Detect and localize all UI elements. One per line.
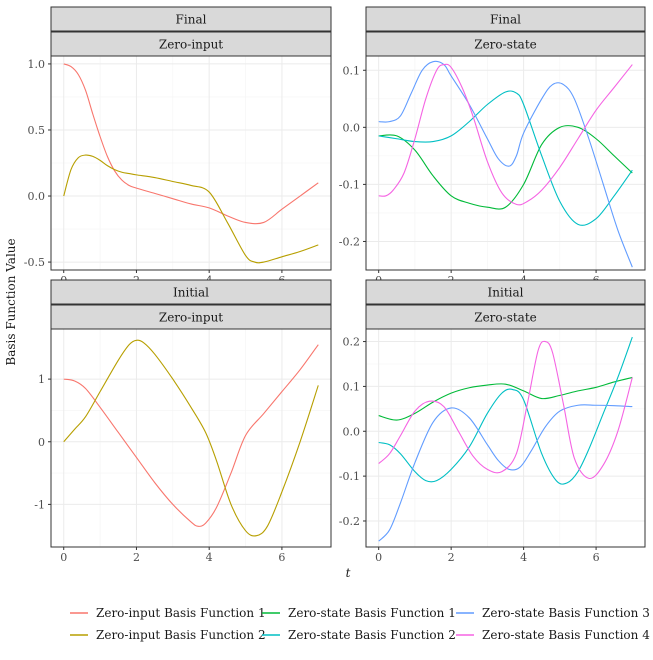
y-tick-label: 0 — [38, 436, 45, 449]
strip-top-label: Initial — [173, 286, 209, 300]
legend-item-zs1: Zero-state Basis Function 1 — [262, 606, 456, 620]
legend-label-zs1: Zero-state Basis Function 1 — [288, 606, 456, 620]
strip-top-label: Initial — [488, 286, 524, 300]
series-line-zs3 — [378, 404, 633, 542]
series-line-zs4 — [378, 340, 633, 479]
x-tick-label: 4 — [520, 551, 527, 564]
panel-background — [366, 329, 645, 547]
series-line-zs2 — [378, 90, 633, 226]
series-line-zs4 — [378, 63, 633, 206]
y-tick-label: 1 — [38, 373, 45, 386]
y-tick-label: -0.5 — [24, 256, 45, 269]
strip-bottom-label: Zero-state — [474, 38, 537, 52]
legend-label-zi2: Zero-input Basis Function 2 — [96, 628, 266, 642]
strip-bottom-box — [50, 304, 332, 330]
x-tick-label: 0 — [60, 551, 67, 564]
legend-label-zs4: Zero-state Basis Function 4 — [482, 628, 650, 642]
y-tick-label: -0.2 — [339, 515, 360, 528]
series-line-zs2 — [378, 336, 633, 485]
strip-top-label: Final — [176, 13, 207, 27]
legend-label-zi1: Zero-input Basis Function 1 — [96, 606, 266, 620]
strip-top-label: Final — [490, 13, 521, 27]
x-tick-label: 0 — [375, 551, 382, 564]
y-tick-label: -0.1 — [339, 470, 360, 483]
x-tick-label: 4 — [206, 551, 213, 564]
series-line-zi2 — [63, 339, 319, 537]
x-tick-label: 6 — [593, 551, 600, 564]
x-tick-label: 2 — [133, 551, 140, 564]
y-tick-label: 0.5 — [28, 124, 46, 137]
strip-top-box — [365, 6, 646, 32]
y-tick-label: 0.2 — [343, 336, 361, 349]
panel-border — [50, 55, 332, 271]
y-tick-label: 0.0 — [343, 425, 361, 438]
legend-label-zs2: Zero-state Basis Function 2 — [288, 628, 456, 642]
series-line-zs1 — [378, 376, 633, 421]
y-tick-label: 1.0 — [28, 58, 46, 71]
legend-label-zs3: Zero-state Basis Function 3 — [482, 606, 650, 620]
strip-top-box — [50, 279, 332, 305]
series-line-zs1 — [378, 124, 633, 210]
legend-item-zi1: Zero-input Basis Function 1 — [70, 606, 266, 620]
strip-top-box — [50, 6, 332, 32]
x-tick-label: 2 — [448, 551, 455, 564]
y-tick-label: 0.1 — [343, 380, 361, 393]
legend-item-zs2: Zero-state Basis Function 2 — [262, 628, 456, 642]
y-axis-title: Basis Function Value — [4, 238, 18, 365]
legend: Zero-input Basis Function 1 Zero-state Ba… — [70, 606, 650, 642]
series-line-zi2 — [63, 154, 319, 264]
series-line-zi1 — [63, 63, 319, 225]
panel-border — [365, 55, 646, 271]
strip-bottom-label: Zero-input — [159, 311, 223, 325]
x-axis-title: t — [346, 566, 351, 580]
panel-background — [51, 329, 331, 547]
y-tick-label: -0.1 — [339, 178, 360, 191]
panel-border — [50, 328, 332, 548]
strip-bottom-box — [365, 304, 646, 330]
facet-panel-4: Initial Zero-state 0 2 4 6 -0.2 -0.1 0.0 0.1 0.2 — [339, 279, 646, 564]
y-tick-label: -0.2 — [339, 235, 360, 248]
legend-item-zs4: Zero-state Basis Function 4 — [456, 628, 650, 642]
strip-top-box — [365, 279, 646, 305]
y-tick-label: 0.1 — [343, 64, 361, 77]
strip-bottom-box — [50, 31, 332, 57]
y-tick-label: 0.0 — [28, 190, 46, 203]
legend-item-zs3: Zero-state Basis Function 3 — [456, 606, 650, 620]
legend-item-zi2: Zero-input Basis Function 2 — [70, 628, 266, 642]
facet-panel-3: Initial Zero-input 0 2 4 6 -1 0 1 — [34, 279, 332, 564]
series-line-zi1 — [63, 344, 319, 527]
panel-border — [365, 328, 646, 548]
x-tick-label: 6 — [278, 551, 285, 564]
strip-bottom-label: Zero-state — [474, 311, 537, 325]
y-tick-label: 0.0 — [343, 121, 361, 134]
y-tick-label: -1 — [34, 498, 45, 511]
series-line-zs3 — [378, 60, 633, 268]
strip-bottom-label: Zero-input — [159, 38, 223, 52]
panels-layer: Final Zero-input 0 2 4 6 -0.5 0.0 0.5 1.0 Final Zer… — [24, 6, 646, 564]
